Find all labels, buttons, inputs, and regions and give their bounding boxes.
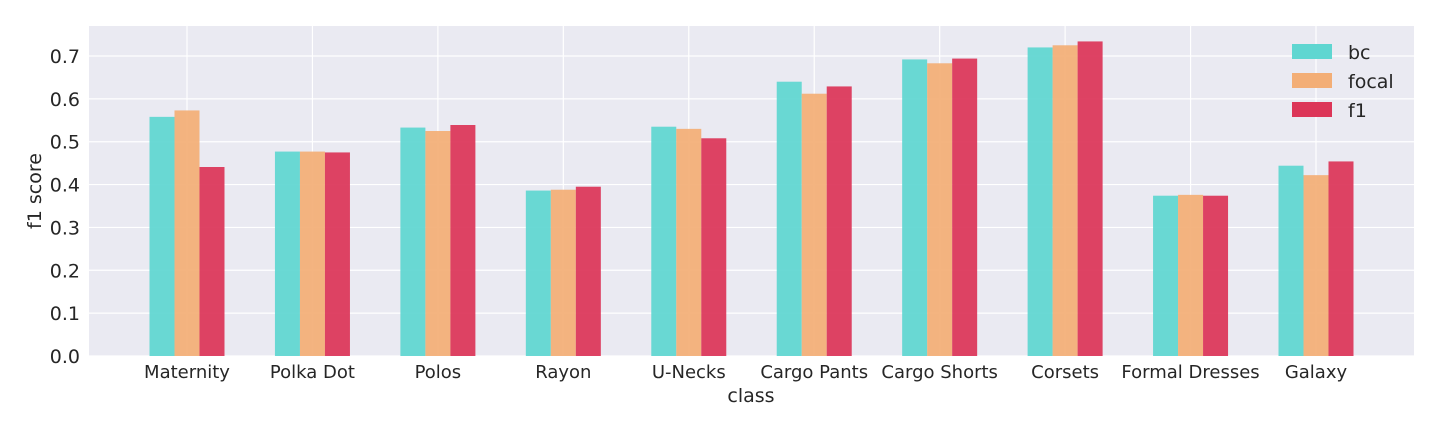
y-tick-label: 0.2 <box>50 260 80 282</box>
bar-bc <box>1278 165 1304 356</box>
legend-label-f1: f1 <box>1348 100 1367 122</box>
x-tick-label: Formal Dresses <box>1121 362 1259 383</box>
x-tick-label: Galaxy <box>1285 362 1348 383</box>
bar-focal <box>927 63 953 357</box>
bar-f1 <box>199 167 225 356</box>
y-tick-label: 0.4 <box>50 175 80 197</box>
bar-bc <box>400 127 426 356</box>
x-tick-label: U-Necks <box>652 362 726 383</box>
bar-bc <box>902 59 928 357</box>
x-tick-label: Rayon <box>535 362 591 383</box>
x-tick-labels: Maternity Polka Dot Polos Rayon U-Necks Cargo… <box>144 362 1347 383</box>
bar-bc <box>776 81 802 356</box>
x-tick-label: Maternity <box>144 362 230 383</box>
bar-f1 <box>1077 41 1103 357</box>
bars <box>149 41 1354 357</box>
x-tick-label: Cargo Shorts <box>881 362 998 383</box>
legend-label-focal: focal <box>1348 71 1394 93</box>
legend-swatch-f1 <box>1292 102 1332 117</box>
x-tick-label: Cargo Pants <box>760 362 868 383</box>
bar-focal <box>425 131 451 356</box>
bar-f1 <box>324 152 350 356</box>
x-tick-label: Polos <box>415 362 462 383</box>
legend-label-bc: bc <box>1348 42 1371 64</box>
legend: bc focal f1 <box>1292 42 1394 122</box>
y-tick-label: 0.3 <box>50 217 80 239</box>
y-tick-label: 0.5 <box>50 132 80 154</box>
bar-f1 <box>952 58 978 356</box>
y-tick-label: 0.1 <box>50 303 80 325</box>
y-axis-title: f1 score <box>24 153 46 229</box>
bar-focal <box>550 189 576 356</box>
bar-f1 <box>450 125 476 356</box>
bar-focal <box>1178 194 1204 356</box>
bar-focal <box>299 151 325 356</box>
y-tick-label: 0.6 <box>50 89 80 111</box>
bar-bc <box>525 190 551 356</box>
bar-focal <box>1303 175 1329 356</box>
legend-swatch-bc <box>1292 44 1332 59</box>
bar-f1 <box>701 138 727 356</box>
y-tick-label: 0.7 <box>50 46 80 68</box>
bar-bc <box>274 151 300 356</box>
x-tick-label: Polka Dot <box>270 362 355 383</box>
x-axis-title: class <box>727 385 774 407</box>
bar-focal <box>174 110 200 356</box>
bar-bc <box>1153 195 1179 356</box>
y-tick-label: 0.0 <box>50 346 80 368</box>
y-tick-labels: 0.0 0.1 0.2 0.3 0.4 0.5 0.6 0.7 <box>50 46 80 368</box>
bar-focal <box>801 93 827 356</box>
bar-f1 <box>826 86 852 356</box>
bar-f1 <box>575 186 601 356</box>
bar-f1 <box>1328 161 1354 356</box>
bar-focal <box>676 128 702 356</box>
bar-focal <box>1052 45 1078 357</box>
bar-bc <box>149 116 175 356</box>
x-tick-label: Corsets <box>1031 362 1099 383</box>
legend-swatch-focal <box>1292 73 1332 88</box>
bar-bc <box>651 126 677 356</box>
bar-bc <box>1027 47 1053 357</box>
bar-f1 <box>1203 195 1229 356</box>
